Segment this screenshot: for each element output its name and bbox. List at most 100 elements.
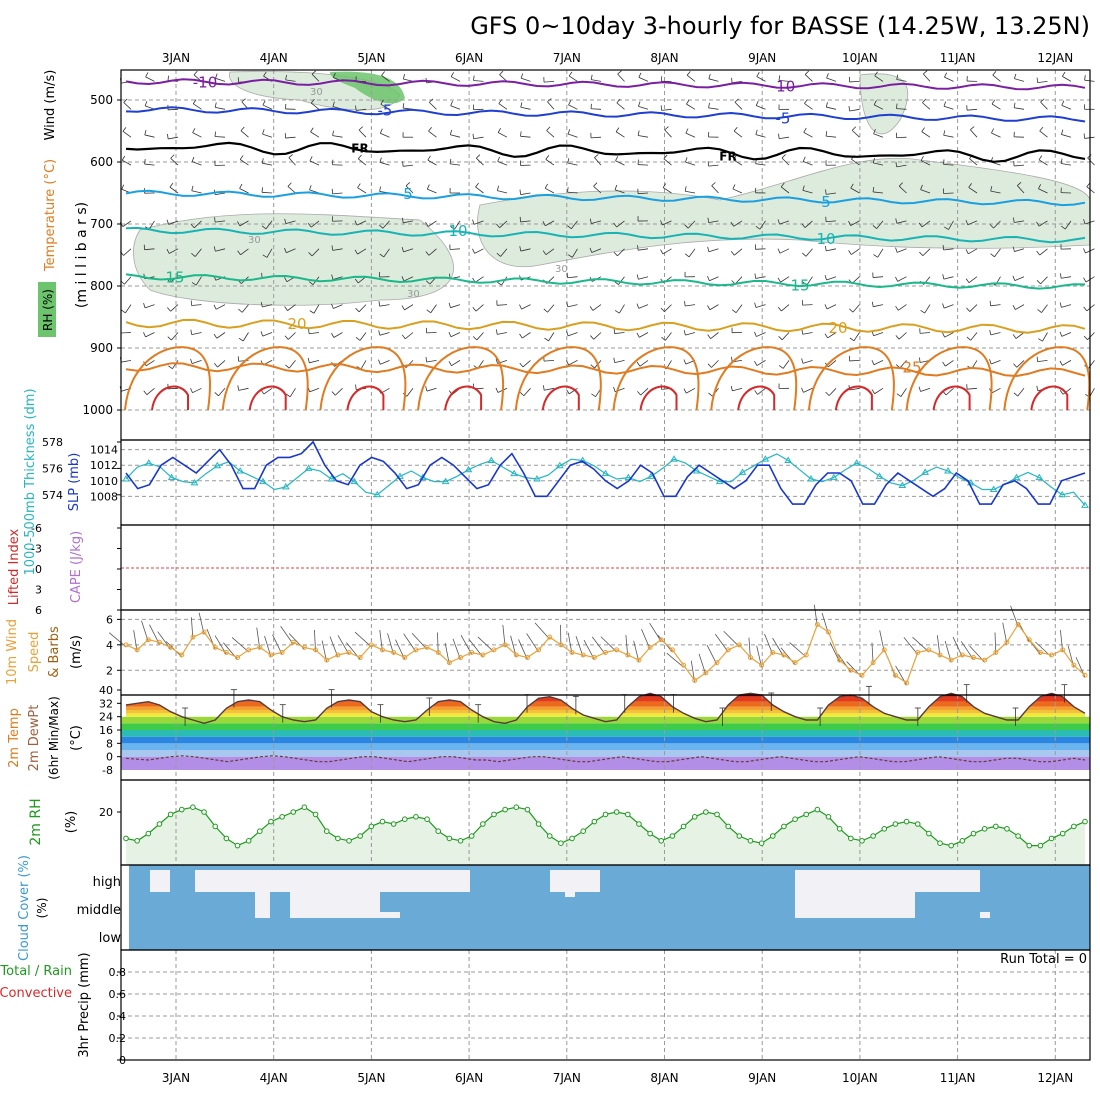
- wind-barb-flag: [331, 274, 334, 280]
- wind10-point: [368, 642, 374, 648]
- rh2m-point: [580, 828, 586, 835]
- wind10-barb: [198, 612, 205, 635]
- wind10-point: [759, 662, 765, 668]
- wind-barb: [665, 332, 672, 341]
- wind-barb: [474, 276, 484, 283]
- wind-barb: [968, 276, 978, 284]
- wind-barb: [146, 387, 155, 396]
- thickness-point: [647, 472, 656, 479]
- wind-barb-flag: [122, 127, 127, 132]
- warm-contour: [905, 346, 993, 411]
- rh2m-point: [346, 838, 352, 844]
- isotherm-label: -10: [771, 77, 796, 95]
- wind-barb-flag: [825, 391, 830, 396]
- wind-barb: [380, 360, 390, 365]
- wind-barb-flag: [214, 363, 218, 368]
- wind10-point: [781, 652, 787, 658]
- wind-barb-flag: [755, 225, 761, 230]
- thickness-point: [601, 469, 610, 477]
- wind-barb: [450, 76, 461, 82]
- wind-barb-flag: [568, 71, 573, 77]
- wind-barb: [380, 132, 390, 138]
- isotherm-label: 25: [902, 359, 921, 377]
- wind-barb-flag: [378, 301, 381, 307]
- wind-barb-flag: [241, 98, 246, 103]
- wind-barb: [122, 159, 132, 166]
- wind-barb: [427, 159, 437, 166]
- wind-barb: [333, 304, 343, 309]
- wind10-barb: [231, 637, 249, 653]
- wind-barb-flag: [238, 337, 244, 342]
- wind-barb-flag: [284, 306, 288, 311]
- wind-barb: [167, 108, 179, 111]
- wind-barb: [170, 304, 179, 312]
- wind10-point: [603, 649, 608, 655]
- wind-barb-flag: [801, 223, 806, 228]
- rh2m-point: [178, 806, 185, 813]
- wind-barb: [191, 190, 202, 194]
- wind-barb-flag: [1013, 102, 1016, 108]
- wind-barb-flag: [495, 358, 498, 364]
- wind-barb: [238, 387, 249, 391]
- wind-barb: [572, 248, 578, 258]
- day-label-bottom: 12JAN: [1037, 1071, 1073, 1085]
- wind-barb: [614, 332, 625, 334]
- wind-barb-flag: [308, 281, 314, 285]
- wind-barb: [849, 360, 860, 362]
- wind-barb: [663, 158, 672, 166]
- isotherm-label: 20: [287, 315, 306, 333]
- wind-barb: [826, 77, 837, 82]
- rh2m-point: [1082, 818, 1088, 825]
- thickness-point: [236, 467, 245, 474]
- wind-barb-flag: [380, 99, 384, 105]
- wind-barb-flag: [1036, 280, 1041, 285]
- rh2m-point: [937, 840, 943, 847]
- wind-barb: [167, 387, 179, 390]
- wind-barb-flag: [754, 360, 758, 366]
- wind-barb-flag: [519, 333, 523, 339]
- slp-tick-label: 1010: [90, 475, 118, 488]
- wind10-point: [402, 655, 408, 661]
- wind10-point: [379, 647, 385, 653]
- wind-barb: [639, 360, 649, 367]
- wind-barb-flag: [1083, 335, 1088, 340]
- temp-band: [121, 743, 1090, 750]
- wind-barb: [968, 248, 978, 255]
- wind-barb: [333, 332, 343, 338]
- wind-barb: [1062, 387, 1072, 395]
- wind-barb: [638, 248, 649, 251]
- wind-barb-flag: [777, 277, 781, 283]
- wind-barb: [520, 220, 531, 223]
- wind-barb-flag: [660, 220, 663, 226]
- wind-barb-flag: [801, 329, 804, 335]
- warm-contour: [319, 346, 407, 411]
- precip-tick-label: 0: [119, 1054, 126, 1067]
- wind-barb-flag: [213, 304, 217, 310]
- wind10-barb: [411, 633, 428, 650]
- wind-barb: [991, 387, 1001, 394]
- wind10-point: [569, 649, 575, 655]
- wind10-point: [725, 647, 731, 653]
- wind-barb-flag: [942, 303, 945, 309]
- wind-barb-flag: [192, 99, 197, 104]
- rh2m-fill: [126, 807, 1085, 865]
- upper-level-label: 700: [90, 217, 113, 231]
- rh2m-point: [546, 833, 553, 839]
- wind-barb: [476, 332, 484, 341]
- wind-barb-flag: [190, 387, 193, 393]
- temp-unit: (°C): [69, 725, 84, 751]
- wind-barb: [215, 220, 226, 223]
- wind10-barb: [666, 652, 684, 668]
- wind-barb-flag: [427, 155, 431, 161]
- warm-contour: [710, 346, 798, 411]
- wind-barb: [214, 164, 226, 167]
- thickness-point: [259, 477, 267, 485]
- wind-barb: [546, 130, 555, 138]
- wind-barb: [1039, 248, 1048, 256]
- wind-barb: [967, 108, 978, 111]
- thickness-point: [213, 461, 222, 469]
- wind-barb: [172, 360, 179, 369]
- rh2m-point: [658, 838, 665, 844]
- rh2m-point: [390, 821, 397, 827]
- wind-barb: [567, 191, 578, 194]
